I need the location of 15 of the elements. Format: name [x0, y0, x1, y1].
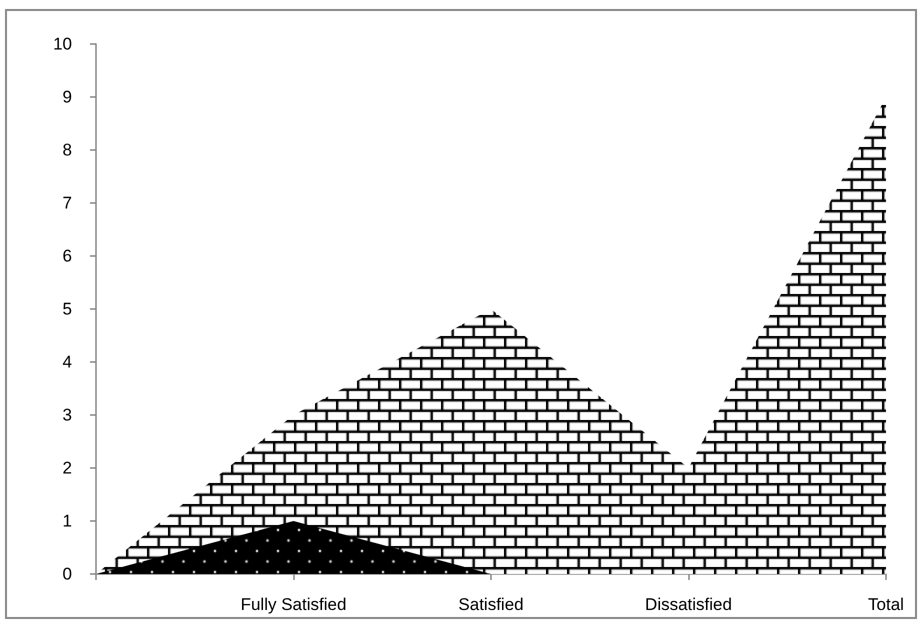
y-tick-label: 1 [62, 512, 72, 530]
x-tick-label: Satisfied [458, 595, 524, 614]
y-tick-label: 5 [62, 300, 72, 318]
y-tick-label: 10 [53, 34, 72, 54]
y-tick-label: 8 [62, 140, 72, 160]
y-tick-label: 7 [62, 194, 72, 212]
y-tick-label: 9 [62, 88, 72, 106]
y-tick-label: 4 [62, 352, 72, 372]
x-tick-label: Dissatisfied [645, 595, 732, 614]
y-tick-label: 2 [62, 458, 72, 478]
y-tick-label: 6 [62, 246, 72, 266]
y-tick-label: 0 [62, 564, 72, 584]
x-tick-label: Fully Satisfied [240, 595, 346, 614]
y-tick-label: 3 [62, 406, 72, 424]
x-tick-label: Total [868, 595, 904, 614]
